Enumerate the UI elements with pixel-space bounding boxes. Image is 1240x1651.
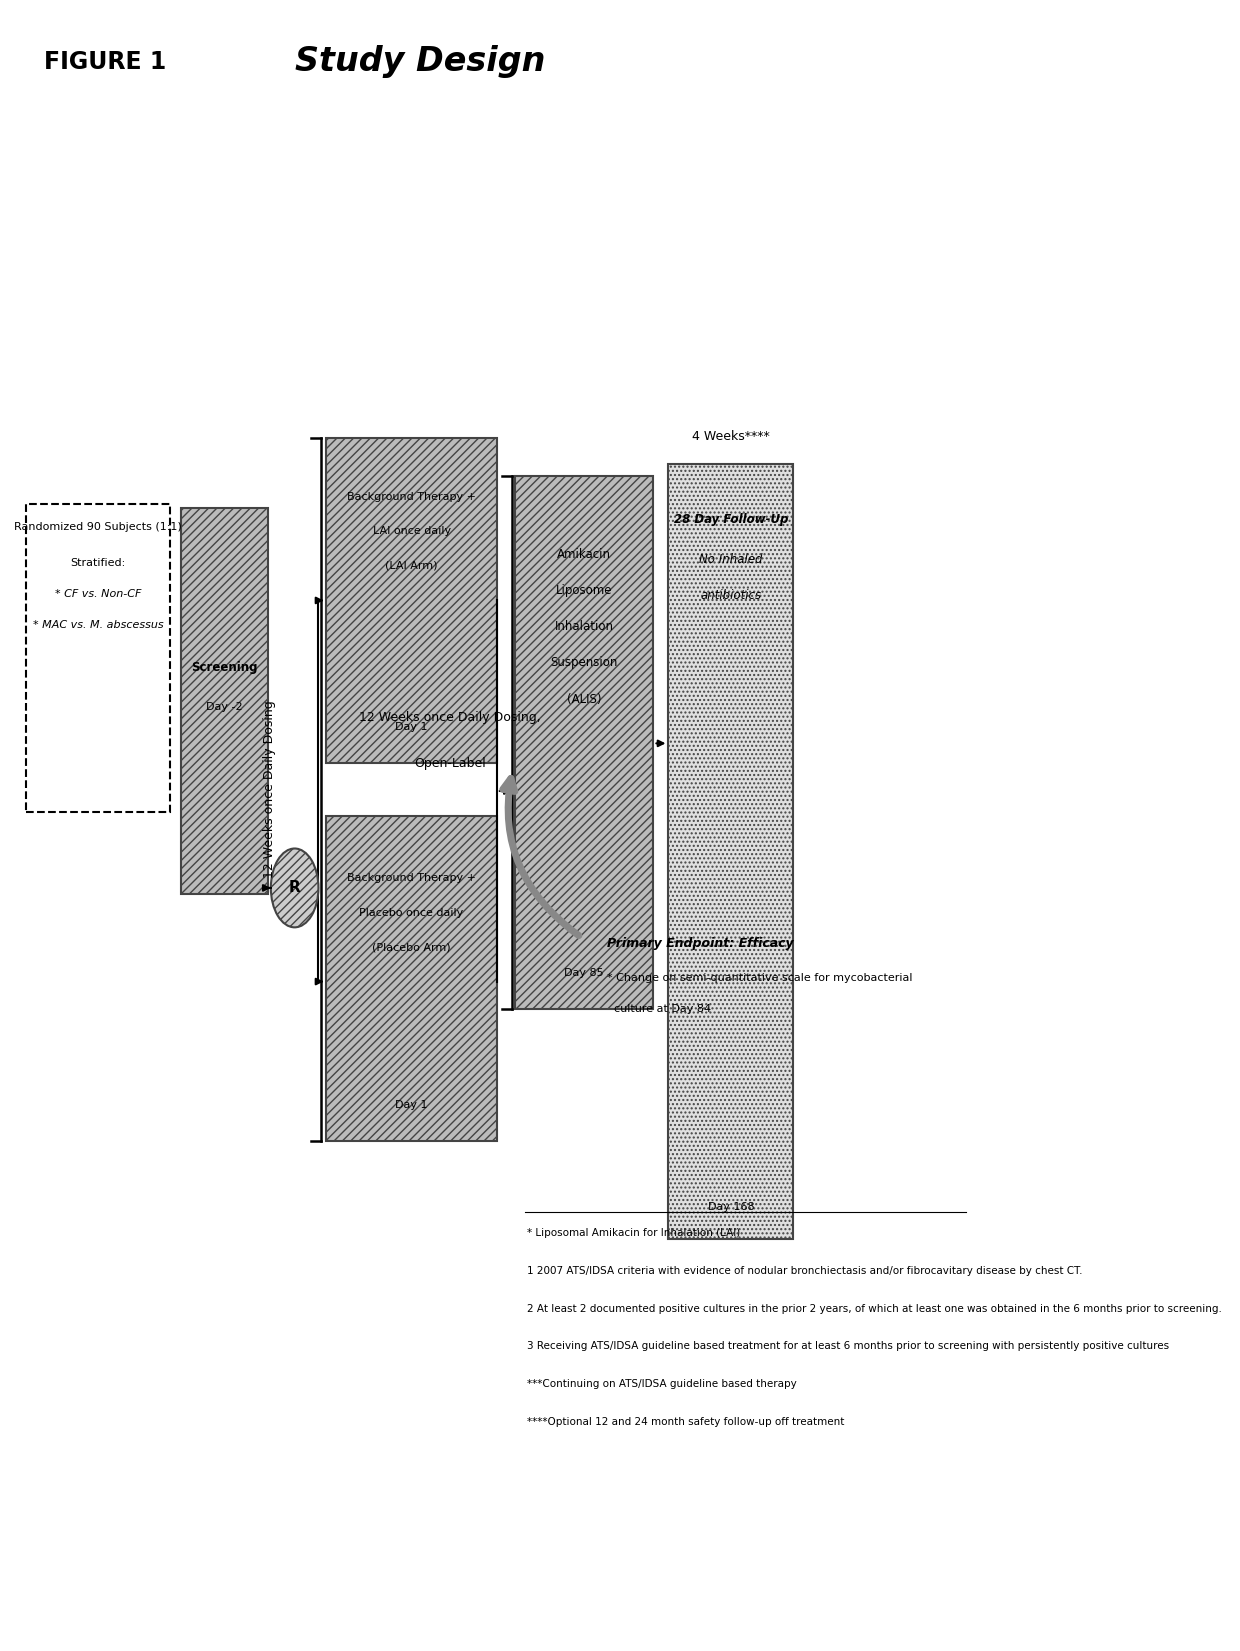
Text: ***Continuing on ATS/IDSA guideline based therapy: ***Continuing on ATS/IDSA guideline base… [527, 1379, 796, 1388]
Text: Day 168: Day 168 [708, 1202, 754, 1212]
Text: LAI once daily: LAI once daily [372, 527, 450, 537]
Text: Day 1: Day 1 [396, 1100, 428, 1109]
Text: 1 2007 ATS/IDSA criteria with evidence of nodular bronchiectasis and/or fibrocav: 1 2007 ATS/IDSA criteria with evidence o… [527, 1266, 1083, 1276]
Bar [26, 504, 170, 812]
Bar [326, 438, 497, 763]
Text: culture at Day 84: culture at Day 84 [606, 1004, 711, 1014]
Text: 2 At least 2 documented positive cultures in the prior 2 years, of which at leas: 2 At least 2 documented positive culture… [527, 1304, 1221, 1314]
Text: Study Design: Study Design [295, 45, 546, 78]
Text: R: R [289, 880, 300, 895]
Text: FIGURE 1: FIGURE 1 [43, 50, 166, 74]
Text: Placebo once daily: Placebo once daily [360, 908, 464, 918]
Text: Screening: Screening [191, 662, 258, 674]
Text: * Change on semi-quantitative scale for mycobacterial: * Change on semi-quantitative scale for … [606, 974, 913, 984]
Text: 28 Day Follow-Up: 28 Day Follow-Up [673, 513, 787, 527]
Bar [515, 475, 653, 1009]
Text: No Inhaled: No Inhaled [699, 553, 763, 566]
Text: Amikacin: Amikacin [557, 548, 611, 561]
Text: 3 Receiving ATS/IDSA guideline based treatment for at least 6 months prior to sc: 3 Receiving ATS/IDSA guideline based tre… [527, 1341, 1169, 1351]
Text: Primary Endpoint: Efficacy: Primary Endpoint: Efficacy [606, 938, 794, 951]
Text: (ALIS): (ALIS) [567, 692, 601, 705]
Text: antibiotics: antibiotics [701, 589, 761, 603]
Text: ****Optional 12 and 24 month safety follow-up off treatment: ****Optional 12 and 24 month safety foll… [527, 1417, 844, 1426]
Text: 12 Weeks once Daily Dosing,: 12 Weeks once Daily Dosing, [360, 712, 541, 725]
Bar [326, 816, 497, 1141]
Bar [668, 464, 794, 1240]
Text: Day 85: Day 85 [564, 969, 604, 979]
Text: Inhalation: Inhalation [554, 621, 614, 634]
Text: 4 Weeks****: 4 Weeks**** [692, 429, 770, 442]
Text: Background Therapy +: Background Therapy + [347, 873, 476, 883]
Text: 12 Weeks once Daily Dosing: 12 Weeks once Daily Dosing [263, 700, 277, 878]
Text: (Placebo Arm): (Placebo Arm) [372, 943, 451, 953]
Text: Day -2: Day -2 [206, 702, 243, 712]
Bar [181, 509, 268, 895]
Text: Suspension: Suspension [551, 657, 618, 669]
Text: Liposome: Liposome [556, 584, 613, 598]
Circle shape [270, 849, 319, 928]
Text: Day 1: Day 1 [396, 721, 428, 731]
Text: * MAC vs. M. abscessus: * MAC vs. M. abscessus [33, 621, 164, 631]
Text: * Liposomal Amikacin for Inhalation (LAI): * Liposomal Amikacin for Inhalation (LAI… [527, 1228, 740, 1238]
Text: * CF vs. Non-CF: * CF vs. Non-CF [55, 589, 141, 599]
Text: Stratified:: Stratified: [71, 558, 126, 568]
Text: Open-Label: Open-Label [414, 758, 486, 771]
Text: Randomized 90 Subjects (1:1): Randomized 90 Subjects (1:1) [15, 522, 182, 532]
Text: (LAI Arm): (LAI Arm) [386, 561, 438, 571]
Text: Background Therapy +: Background Therapy + [347, 492, 476, 502]
